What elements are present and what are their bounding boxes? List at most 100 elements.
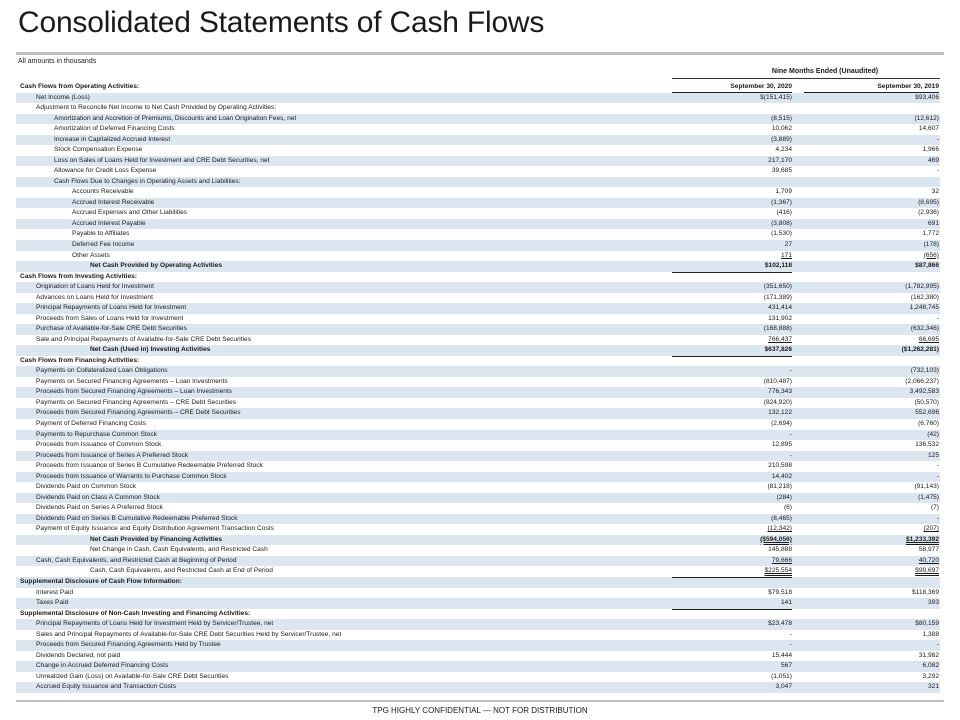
- table-row: Net Cash Provided by Financing Activitie…: [16, 534, 940, 546]
- value-2020: 79,666: [771, 556, 792, 564]
- section-header-row: Cash Flows from Investing Activities:: [16, 271, 940, 283]
- table-row: Proceeds from Secured Financing Agreemen…: [16, 640, 940, 651]
- row-label: Dividends Paid on Class A Common Stock: [36, 493, 160, 501]
- value-2020: 210,598: [768, 462, 792, 470]
- value-2019: 31,982: [918, 651, 939, 659]
- table-row: Accrued Interest Payable (3,808) 691: [16, 218, 940, 230]
- table-row: Amortization and Accretion of Premiums, …: [16, 113, 940, 125]
- value-2020: 12,895: [771, 441, 792, 449]
- row-label: Accrued Interest Receivable: [72, 198, 155, 206]
- value-2020: 4,234: [775, 146, 792, 154]
- row-label: Proceeds from Issuance of Series A Prefe…: [36, 451, 189, 459]
- value-2019: (8,695): [918, 198, 939, 206]
- table-row: Principal Repayments of Loans Held for I…: [16, 619, 940, 630]
- value-2019: 3,492,583: [909, 388, 939, 396]
- table-row: Adjustment to Reconcile Net Income to Ne…: [16, 103, 940, 114]
- value-2020: 141: [780, 599, 792, 607]
- row-label: Proceeds from Secured Financing Agreemen…: [36, 388, 233, 396]
- table-row: Accrued Interest Receivable (1,367) (8,695…: [16, 197, 940, 209]
- row-label: Proceeds from Issuance of Common Stock: [36, 441, 162, 449]
- row-label: Principal Repayments of Loans Held for I…: [36, 620, 274, 628]
- table-row: Proceeds from Issuance of Series A Prefe…: [16, 450, 940, 462]
- value-2020: $79,518: [768, 588, 792, 596]
- table-row: Net Income (Loss) $(151,415) $93,406: [16, 92, 940, 104]
- value-2020: (1,367): [771, 198, 792, 206]
- value-2019: -: [936, 641, 939, 649]
- table-row: Payments on Secured Financing Agreements…: [16, 398, 940, 409]
- row-label: Net Cash (Used in) Investing Activities: [90, 346, 211, 354]
- row-label: Amortization of Deferred Financing Costs: [54, 125, 175, 133]
- table-row: Dividends Declared, not paid 15,444 31,982: [16, 651, 940, 662]
- table-row: Net Cash Provided by Operating Activitie…: [16, 261, 940, 272]
- value-2020: (8,515): [771, 114, 792, 122]
- row-label: Proceeds from Secured Financing Agreemen…: [36, 641, 221, 649]
- value-2020: 776,343: [768, 388, 792, 396]
- row-label: Payment of Deferred Financing Costs: [36, 420, 146, 427]
- value-2020: ($594,056): [760, 535, 792, 543]
- row-label: Cash Flows Due to Changes in Operating A…: [54, 177, 241, 185]
- row-label: Increase in Capitalized Accrued Interest: [54, 135, 171, 143]
- row-label: Accrued Interest Payable: [72, 219, 146, 227]
- row-label: Principal Repayments of Loans Held for I…: [36, 304, 187, 312]
- section-header-row: Cash Flows from Operating Activities: Sep…: [16, 82, 940, 93]
- row-label: Stock Compensation Expense: [54, 146, 143, 154]
- value-2019: ($1,262,281): [901, 346, 939, 354]
- value-2019: 6,082: [922, 662, 939, 670]
- row-label: Change in Accrued Deferred Financing Cos…: [36, 662, 169, 670]
- value-2020: $637,826: [764, 346, 792, 354]
- value-2019: (632,346): [910, 325, 939, 333]
- table-row: Interest Paid $79,518 $118,369: [16, 588, 940, 599]
- value-2020: [672, 271, 792, 273]
- value-2019: $1,233,392: [905, 535, 939, 543]
- value-2020: 132,122: [768, 409, 792, 417]
- value-2020: -: [789, 451, 792, 459]
- value-2019: $87,866: [915, 262, 939, 270]
- row-label: Supplemental Disclosure of Cash Flow Inf…: [20, 577, 182, 585]
- value-2019: 40,720: [918, 556, 939, 564]
- value-2020: 1,709: [775, 188, 792, 196]
- value-2020: 431,414: [768, 304, 792, 312]
- row-label: Proceeds from Issuance of Warrants to Pu…: [36, 472, 227, 480]
- row-label: Dividends Paid on Common Stock: [36, 483, 137, 491]
- row-label: Deferred Fee Income: [72, 240, 135, 248]
- table-row: Dividends Paid on Series A Preferred Sto…: [16, 503, 940, 514]
- confidential-footer: TPG HIGHLY CONFIDENTIAL — NOT FOR DISTRI…: [372, 706, 588, 715]
- value-2019: 32: [931, 188, 939, 196]
- table-row: Sales and Principal Repayments of Availa…: [16, 630, 940, 641]
- value-2019: 1,772: [922, 230, 939, 238]
- table-row: Purchase of Available-for-Sale CRE Debt …: [16, 324, 940, 335]
- value-2019: $93,406: [915, 93, 939, 101]
- value-2020: (3,889): [771, 135, 792, 143]
- table-row: Payable to Affiliates (1,530) 1,772: [16, 229, 940, 240]
- value-2019: 66,695: [918, 335, 939, 343]
- value-2019: 58,977: [918, 546, 939, 554]
- table-row: Unrealized Gain (Loss) on Available-for-…: [16, 672, 940, 683]
- value-2020: 3,047: [775, 683, 792, 691]
- value-2020: September 30, 2020: [672, 82, 792, 93]
- table-row: Payments to Repurchase Common Stock - (42): [16, 429, 940, 441]
- value-2020: 145,888: [768, 546, 792, 554]
- table-row: Payments on Secured Financing Agreements…: [16, 377, 940, 388]
- value-2020: $(151,415): [760, 93, 792, 101]
- value-2020: 39,685: [771, 167, 792, 175]
- row-label: Allowance for Credit Loss Expense: [54, 167, 157, 175]
- value-2019: 1,248,745: [909, 304, 939, 312]
- value-2019: September 30, 2019: [804, 82, 939, 93]
- value-2020: (8,465): [771, 514, 792, 522]
- table-row: Proceeds from Sales of Loans Held for In…: [16, 314, 940, 325]
- row-label: Dividends Declared, not paid: [36, 651, 121, 659]
- row-label: Net Change in Cash, Cash Equivalents, an…: [90, 546, 268, 554]
- value-2020: [672, 355, 792, 357]
- value-2019: (732,103): [910, 367, 939, 375]
- row-label: Net Cash Provided by Financing Activitie…: [90, 535, 223, 543]
- value-2020: (12,342): [767, 525, 792, 533]
- table-row: Sale and Principal Repayments of Availab…: [16, 335, 940, 346]
- table-row: Proceeds from Secured Financing Agreemen…: [16, 387, 940, 398]
- value-2020: -: [789, 641, 792, 649]
- row-label: Cash Flows from Financing Activities:: [20, 356, 140, 364]
- table-row: Dividends Paid on Series B Cumulative Re…: [16, 513, 940, 525]
- value-2019: (42): [927, 430, 939, 438]
- table-row: Proceeds from Issuance of Series B Cumul…: [16, 461, 940, 472]
- value-2019: (2,066,237): [905, 377, 939, 385]
- row-label: Advances on Loans Held for Investment: [36, 293, 153, 301]
